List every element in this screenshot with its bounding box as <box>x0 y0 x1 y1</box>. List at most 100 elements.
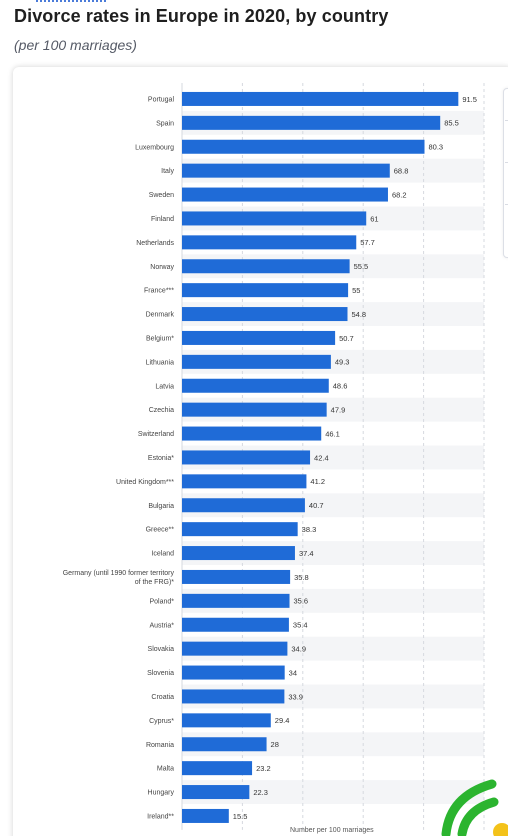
value-label: 35.8 <box>294 573 309 582</box>
category-label: Czechia <box>149 407 174 414</box>
category-label: of the FRG)* <box>135 579 175 586</box>
value-label: 34.9 <box>291 644 306 653</box>
bar <box>182 689 285 704</box>
category-label: Portugal <box>148 96 175 103</box>
category-label: Ireland** <box>147 813 174 820</box>
value-label: 22.3 <box>253 788 268 797</box>
value-label: 35.6 <box>294 597 309 606</box>
value-label: 28 <box>271 740 279 749</box>
bar <box>182 283 349 298</box>
value-label: 29.4 <box>275 716 290 725</box>
value-label: 50.7 <box>339 334 354 343</box>
bar <box>182 761 253 776</box>
category-label: Estonia* <box>148 455 174 462</box>
bar <box>182 522 298 537</box>
bar <box>182 498 305 513</box>
category-label: Denmark <box>146 312 175 319</box>
bar <box>182 450 311 465</box>
value-label: 46.1 <box>325 429 340 438</box>
value-label: 33.9 <box>288 692 303 701</box>
category-label: Slovakia <box>148 646 175 653</box>
bar <box>182 665 285 680</box>
value-label: 68.8 <box>394 166 409 175</box>
bar <box>182 307 348 322</box>
category-label: Malta <box>157 766 174 773</box>
bar <box>182 91 459 106</box>
category-label: Romania <box>146 742 174 749</box>
value-label: 55.5 <box>354 262 369 271</box>
value-label: 55 <box>352 286 360 295</box>
category-label: Germany (until 1990 former territory <box>63 570 175 577</box>
bar <box>182 641 288 656</box>
side-tool-divider <box>505 120 508 121</box>
truncated-link[interactable] <box>36 0 106 6</box>
category-label: Sweden <box>149 192 174 199</box>
value-label: 40.7 <box>309 501 324 510</box>
value-label: 54.8 <box>351 310 366 319</box>
bar <box>182 546 295 561</box>
bar <box>182 474 307 489</box>
value-label: 80.3 <box>429 143 444 152</box>
value-label: 34 <box>289 668 297 677</box>
category-label: Belgium* <box>146 335 174 342</box>
bar <box>182 235 357 250</box>
category-label: Luxembourg <box>135 144 174 151</box>
category-label: Cyprus* <box>149 718 174 725</box>
value-label: 48.6 <box>333 382 348 391</box>
chart-subtitle: (per 100 marriages) <box>14 37 137 53</box>
value-label: 91.5 <box>462 95 477 104</box>
bar <box>182 593 290 608</box>
category-label: Spain <box>156 120 174 127</box>
bar <box>182 402 327 417</box>
value-label: 37.4 <box>299 549 314 558</box>
bar <box>182 378 329 393</box>
bar <box>182 354 331 369</box>
value-label: 41.2 <box>310 477 325 486</box>
bar <box>182 617 289 632</box>
category-label: Switzerland <box>138 431 174 438</box>
value-label: 57.7 <box>360 238 375 247</box>
category-label: Finland <box>151 216 174 223</box>
category-label: Hungary <box>148 790 175 797</box>
bar <box>182 187 388 202</box>
category-label: Bulgaria <box>148 503 174 510</box>
bar <box>182 139 425 154</box>
value-label: 61 <box>370 214 378 223</box>
category-label: Croatia <box>151 694 174 701</box>
value-label: 38.3 <box>302 525 317 534</box>
value-label: 35.4 <box>293 621 308 630</box>
chart-title: Divorce rates in Europe in 2020, by coun… <box>14 6 389 26</box>
statista-logo-icon <box>441 779 508 836</box>
bar <box>182 808 229 823</box>
category-label: United Kingdom*** <box>116 479 174 486</box>
value-label: 85.5 <box>444 119 459 128</box>
bar <box>182 785 250 800</box>
value-label: 49.3 <box>335 358 350 367</box>
bar <box>182 163 390 178</box>
value-label: 23.2 <box>256 764 271 773</box>
category-label: Netherlands <box>136 240 174 247</box>
category-label: France*** <box>144 288 174 295</box>
side-tool-divider <box>505 204 508 205</box>
category-label: Iceland <box>151 551 174 558</box>
x-axis-label: Number per 100 marriages <box>290 827 374 834</box>
category-label: Latvia <box>155 383 174 390</box>
category-label: Poland* <box>149 598 174 605</box>
category-label: Norway <box>150 264 174 271</box>
bar <box>182 737 267 752</box>
side-tool-divider <box>505 162 508 163</box>
row-stripe <box>182 780 484 804</box>
value-label: 15.5 <box>233 812 248 821</box>
side-tool-panel[interactable] <box>503 88 508 258</box>
category-label: Italy <box>161 168 174 175</box>
category-label: Lithuania <box>146 359 175 366</box>
bar <box>182 330 336 345</box>
bar <box>182 713 271 728</box>
category-label: Greece** <box>146 527 175 534</box>
bar <box>182 259 350 274</box>
bar <box>182 211 367 226</box>
bar <box>182 115 441 130</box>
bar <box>182 569 291 584</box>
